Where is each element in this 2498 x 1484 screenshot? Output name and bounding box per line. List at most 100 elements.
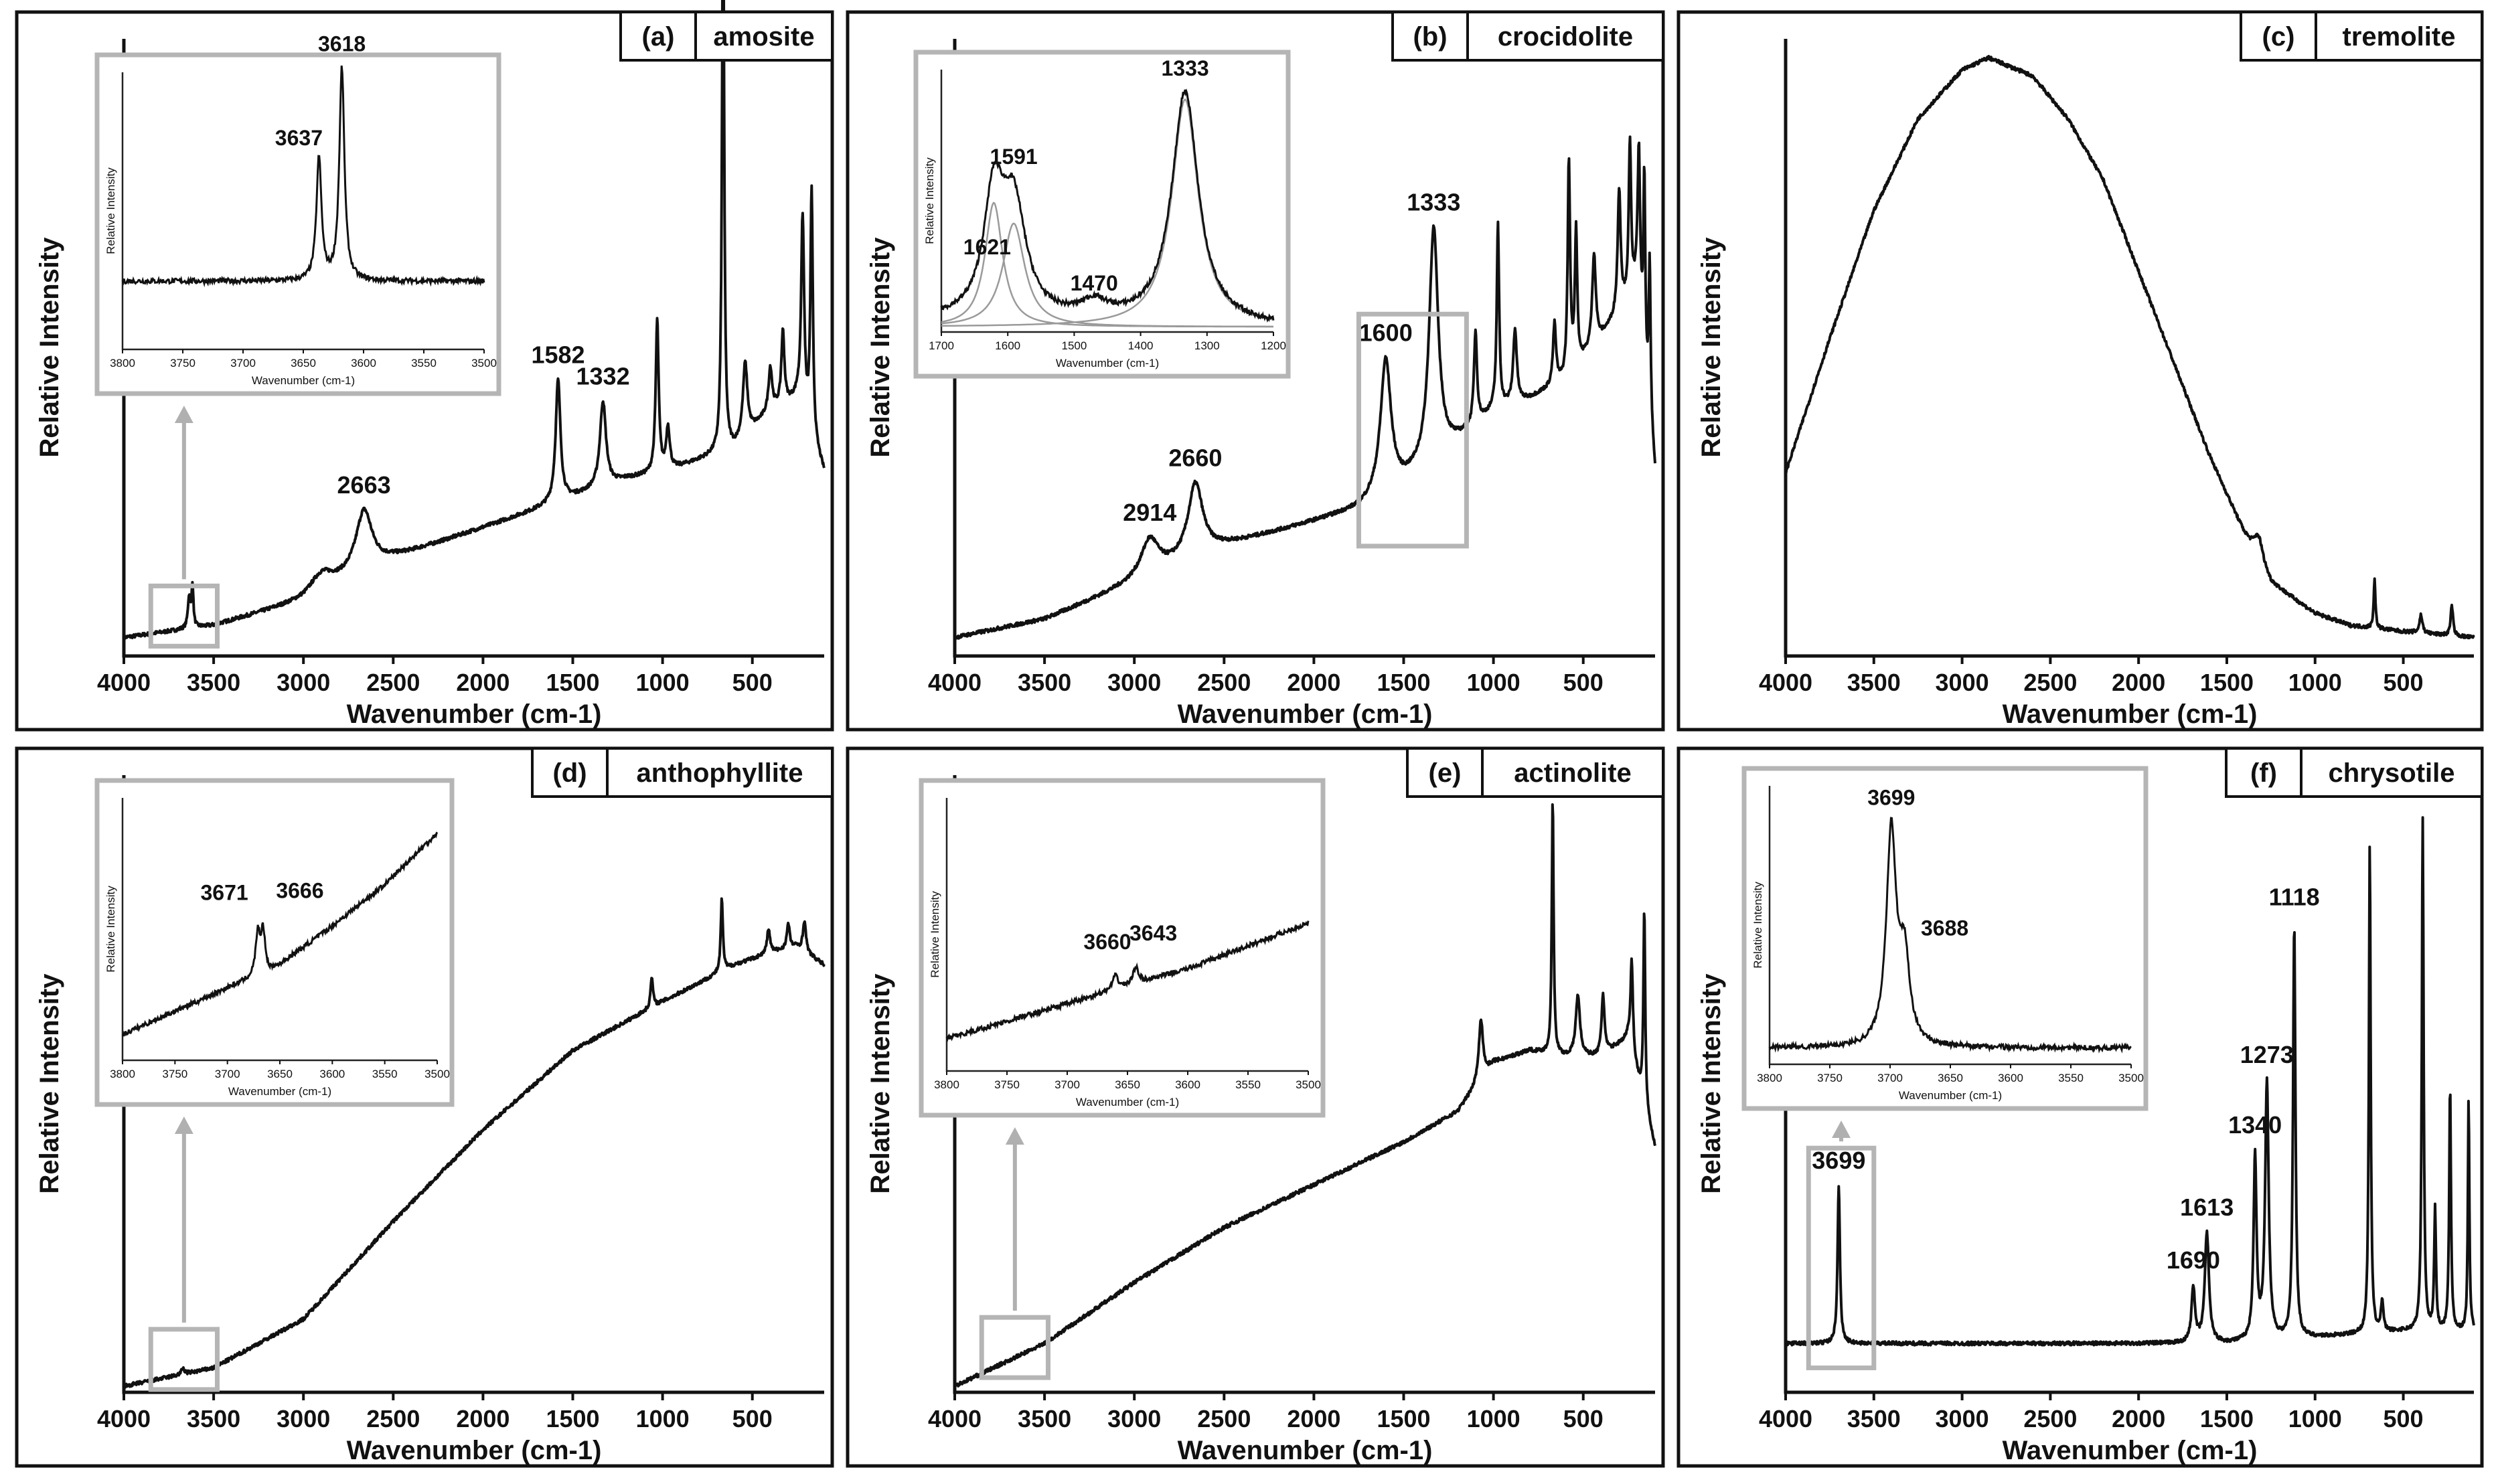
inset-x-tick-label: 3650 — [1115, 1078, 1140, 1091]
x-tick-label: 1000 — [636, 1405, 690, 1432]
inset-frame — [919, 778, 1326, 1118]
inset-frame — [913, 50, 1291, 379]
spectrum-line — [123, 0, 826, 640]
inset-x-tick-label: 3700 — [1877, 1072, 1903, 1084]
mineral-name-box — [1481, 747, 1664, 798]
panel-amosite: 4000 3500 3000 2500 2000 1500 1000 500 Wavenumbe… — [15, 0, 834, 732]
mineral-name: anthophyllite — [637, 758, 803, 788]
y-axis-title: Relative Intensity — [35, 237, 64, 458]
x-tick-label: 2000 — [2112, 1405, 2165, 1432]
x-tick-label: 2500 — [2023, 1405, 2077, 1432]
peak-label: 1332 — [576, 362, 630, 390]
inset-x-tick-label: 3750 — [994, 1078, 1020, 1091]
y-axis-title: Relative Intensity — [1697, 237, 1726, 458]
inset-x-tick-label: 3650 — [291, 357, 316, 369]
panel-crocidolite: 4000 3500 3000 2500 2000 1500 1000 500 Wavenumbe… — [846, 10, 1665, 732]
x-tick-label: 2500 — [1197, 669, 1251, 696]
panel-label: (c) — [2262, 22, 2295, 52]
x-tick-label: 2000 — [1287, 1405, 1340, 1432]
panel-chrysotile: 4000 3500 3000 2500 2000 1500 1000 500 Wavenumbe… — [1676, 746, 2484, 1468]
x-tick-label: 3000 — [277, 669, 330, 696]
inset-x-tick-label: 3750 — [1817, 1072, 1843, 1084]
inset-x-tick-label: 3500 — [471, 357, 497, 369]
arrow-head — [1832, 1121, 1851, 1138]
inset-y-axis-title: Relative Intensity — [929, 891, 941, 978]
peak-label: 2660 — [1168, 444, 1222, 472]
inset-peak-label: 1591 — [990, 145, 1038, 169]
inset-fit-curve — [941, 98, 1274, 327]
inset-x-axis-title: Wavenumber (cm-1) — [1076, 1096, 1179, 1108]
inset-plot: 1700 1600 1500 1400 1300 1200 Wavenumber (cm-1… — [913, 50, 1291, 379]
x-tick-label: 1000 — [1467, 669, 1520, 696]
inset-peak-label: 3643 — [1129, 921, 1177, 945]
arrow-head — [174, 1117, 193, 1134]
x-axis-title: Wavenumber (cm-1) — [1178, 1436, 1433, 1465]
inset-x-tick-label: 3600 — [319, 1068, 345, 1080]
x-tick-label: 1500 — [546, 1405, 599, 1432]
x-tick-label: 500 — [732, 1405, 773, 1432]
x-tick-label: 3500 — [187, 1405, 240, 1432]
inset-spectrum-line — [121, 65, 485, 288]
inset-y-axis-title: Relative Intensity — [104, 886, 117, 973]
x-axis-title: Wavenumber (cm-1) — [347, 1436, 602, 1465]
inset-x-tick-label: 1600 — [995, 339, 1020, 352]
highlight-box — [1356, 311, 1469, 549]
x-tick-label: 3500 — [1847, 1405, 1901, 1432]
spectrum-line — [1784, 816, 2475, 1347]
inset-x-tick-label: 3650 — [267, 1068, 293, 1080]
highlight-box — [1806, 1145, 1877, 1371]
inset-spectrum-line — [945, 920, 1310, 1043]
panel-label: (d) — [552, 758, 587, 788]
inset-x-tick-label: 3800 — [110, 357, 135, 369]
x-tick-label: 1000 — [2288, 1405, 2342, 1432]
inset-peak-label: 1470 — [1071, 271, 1118, 295]
inset-x-tick-label: 3500 — [2118, 1072, 2144, 1084]
panel-actinolite: 4000 3500 3000 2500 2000 1500 1000 500 Wavenumbe… — [846, 746, 1665, 1468]
inset-x-tick-label: 3550 — [1235, 1078, 1261, 1091]
mineral-name: actinolite — [1514, 758, 1632, 788]
inset-x-axis-title: Wavenumber (cm-1) — [1056, 357, 1159, 369]
x-tick-label: 2500 — [366, 1405, 420, 1432]
peak-label: 1582 — [531, 341, 584, 369]
panel-anthophyllite: 4000 3500 3000 2500 2000 1500 1000 500 Wavenumbe… — [15, 746, 834, 1468]
x-tick-label: 3000 — [1936, 669, 1989, 696]
inset-x-tick-label: 3550 — [411, 357, 437, 369]
spectrum-line — [953, 135, 1656, 640]
inset-plot: 3800 3750 3700 3650 3600 3550 3500 Wavenumber (… — [94, 32, 501, 396]
mineral-name: crocidolite — [1498, 22, 1633, 52]
inset-plot: 3800 3750 3700 3650 3600 3550 3500 Wavenumber (… — [94, 778, 455, 1107]
inset-x-tick-label: 3800 — [1757, 1072, 1782, 1084]
inset-x-axis-title: Wavenumber (cm-1) — [1899, 1089, 2002, 1102]
x-tick-label: 2000 — [456, 669, 510, 696]
arrow-head — [1005, 1127, 1024, 1145]
y-axis-title: Relative Intensity — [866, 237, 895, 458]
inset-frame — [94, 778, 455, 1107]
x-tick-label: 1000 — [1467, 1405, 1520, 1432]
inset-x-tick-label: 1400 — [1128, 339, 1154, 352]
inset-plot: 3800 3750 3700 3650 3600 3550 3500 Wavenumber (… — [1741, 766, 2149, 1111]
x-tick-label: 3000 — [1107, 1405, 1161, 1432]
inset-x-tick-label: 3700 — [215, 1068, 240, 1080]
inset-plot: 3800 3750 3700 3650 3600 3550 3500 Wavenumber (… — [919, 778, 1326, 1118]
panel-label: (a) — [642, 22, 675, 52]
peak-label: 2914 — [1123, 499, 1176, 526]
x-tick-label: 500 — [2384, 1405, 2424, 1432]
inset-peak-label: 3688 — [1921, 916, 1968, 940]
inset-peak-label: 3666 — [276, 879, 323, 903]
inset-spectrum-line — [1768, 817, 2132, 1054]
x-tick-label: 4000 — [97, 669, 151, 696]
x-axis-title: Wavenumber (cm-1) — [2003, 699, 2258, 729]
panel-label: (b) — [1413, 22, 1447, 52]
panel-label-box — [2225, 747, 2302, 798]
y-axis-title: Relative Intensity — [1697, 973, 1726, 1194]
x-tick-label: 3000 — [1936, 1405, 1989, 1432]
inset-x-tick-label: 3550 — [2058, 1072, 2084, 1084]
inset-peak-label: 1333 — [1161, 56, 1208, 80]
panel-label: (e) — [1429, 758, 1462, 788]
x-tick-label: 1000 — [2288, 669, 2342, 696]
x-tick-label: 500 — [2384, 669, 2424, 696]
x-tick-label: 1500 — [2200, 669, 2254, 696]
x-tick-label: 500 — [1563, 1405, 1604, 1432]
inset-x-axis-title: Wavenumber (cm-1) — [252, 374, 355, 387]
